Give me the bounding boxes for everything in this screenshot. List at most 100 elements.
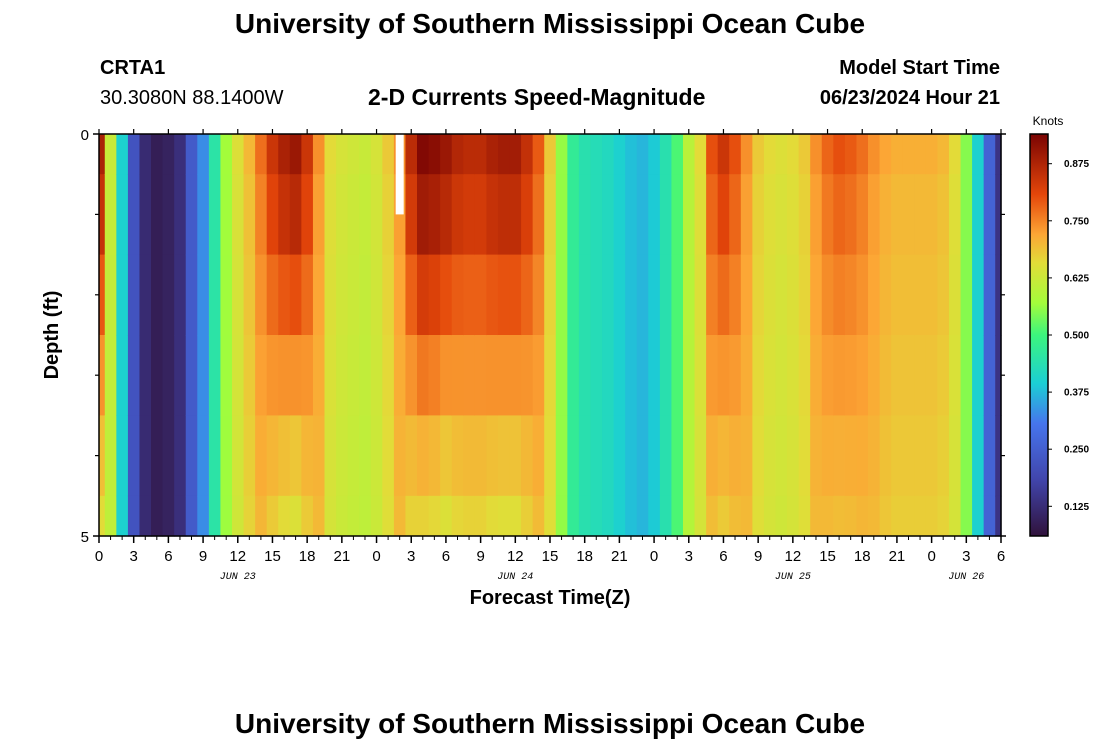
heat-cell	[197, 174, 210, 256]
heat-cell	[312, 254, 326, 336]
x-tick-label: 9	[476, 548, 484, 565]
x-day-label: JUN 24	[497, 572, 533, 583]
heat-cell	[972, 335, 985, 416]
heat-cell	[474, 415, 487, 497]
heat-cell	[995, 134, 1002, 175]
heat-cell	[706, 415, 719, 497]
heat-cell	[127, 134, 141, 175]
heat-cell	[127, 495, 141, 537]
chart-subtitle: 2-D Currents Speed-Magnitude	[368, 84, 706, 110]
heat-cell	[914, 415, 927, 497]
heat-cell	[902, 495, 915, 537]
heat-cell	[255, 335, 268, 416]
heat-cell	[960, 174, 973, 256]
heat-cell	[359, 254, 372, 336]
heat-cell	[625, 335, 638, 416]
heat-cell	[821, 335, 834, 416]
heat-cell	[787, 495, 800, 537]
heat-cell	[324, 134, 337, 175]
heat-cell	[567, 335, 580, 416]
heat-cell	[555, 335, 568, 416]
heat-cell	[567, 415, 580, 497]
heat-cell	[648, 415, 661, 497]
heat-cell	[729, 335, 742, 416]
heat-cell	[521, 254, 534, 336]
heat-cell	[706, 254, 719, 336]
heat-cell	[868, 254, 881, 336]
heat-cell	[948, 335, 962, 416]
heat-cell	[694, 254, 707, 336]
heat-cell	[821, 495, 834, 537]
heat-cell	[509, 495, 522, 537]
heat-cell	[787, 174, 800, 256]
heat-cell	[810, 335, 823, 416]
heat-cell	[775, 415, 788, 497]
heat-cell	[868, 174, 881, 256]
heat-cell	[567, 254, 580, 336]
heat-cell	[752, 415, 765, 497]
x-tick-label: 15	[819, 548, 836, 565]
heat-cell	[752, 254, 765, 336]
heat-cell	[451, 415, 464, 497]
heat-cell	[810, 134, 823, 175]
heat-cell	[127, 415, 141, 497]
heat-cell	[139, 134, 152, 175]
heat-cell	[255, 134, 268, 175]
heat-cell	[833, 174, 846, 256]
heat-cell	[243, 495, 256, 537]
heat-cell	[544, 174, 557, 256]
heat-cell	[405, 174, 418, 256]
heat-cell	[266, 495, 279, 537]
heat-cell	[729, 495, 742, 537]
heat-cell	[116, 335, 129, 416]
heat-cell	[833, 495, 846, 537]
colorbar-gradient	[1029, 133, 1049, 537]
heat-cell	[810, 415, 823, 497]
heat-cell	[532, 174, 545, 256]
heat-cell	[798, 415, 811, 497]
heat-cell	[578, 174, 592, 256]
heat-cell	[474, 134, 487, 175]
heat-cell	[902, 134, 915, 175]
heat-cell	[324, 254, 337, 336]
heat-cell	[382, 254, 395, 336]
heat-cell	[521, 335, 534, 416]
heat-cell	[844, 335, 858, 416]
heat-cell	[220, 415, 233, 497]
x-tick-label: 3	[407, 548, 415, 565]
heat-cell	[914, 335, 927, 416]
heat-cell	[868, 415, 881, 497]
heat-cell	[706, 174, 719, 256]
heat-cell	[532, 495, 545, 537]
heat-cell	[497, 134, 511, 175]
x-tick-label: 0	[650, 548, 658, 565]
heat-cell	[995, 174, 1002, 256]
heat-cell	[648, 335, 661, 416]
heat-cell	[740, 335, 753, 416]
heat-cell	[578, 415, 592, 497]
heat-cell	[116, 415, 129, 497]
heat-cell	[682, 174, 696, 256]
heat-cell	[312, 415, 326, 497]
heat-cell	[521, 495, 534, 537]
heat-cell	[763, 415, 777, 497]
heat-cell	[231, 335, 245, 416]
heat-cell	[879, 134, 892, 175]
heat-cell	[879, 495, 892, 537]
heat-cell	[509, 174, 522, 256]
heat-cell	[682, 254, 696, 336]
heat-cell	[370, 335, 383, 416]
heat-cell	[983, 415, 996, 497]
x-tick-label: 21	[611, 548, 628, 565]
heat-cell	[382, 174, 395, 256]
heat-cell	[255, 254, 268, 336]
heat-cell	[752, 335, 765, 416]
heat-cell	[925, 335, 938, 416]
heat-cell	[983, 174, 996, 256]
heat-cell	[532, 134, 545, 175]
heat-cell	[139, 174, 152, 256]
heat-cell	[104, 495, 117, 537]
heat-cell	[185, 254, 198, 336]
heat-cell	[359, 495, 372, 537]
